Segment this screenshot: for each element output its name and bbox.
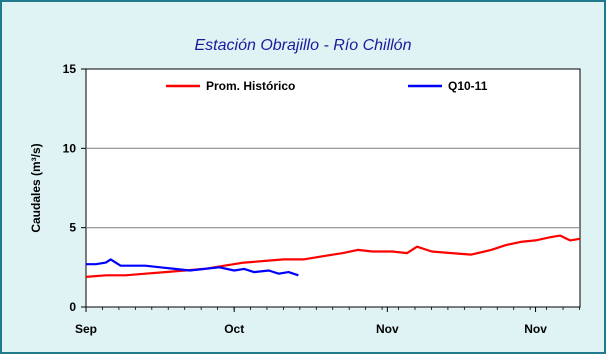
y-tick-label: 5 [69, 221, 76, 235]
y-tick-label: 15 [63, 62, 77, 76]
legend-label-2: Q10-11 [448, 79, 488, 93]
x-tick-label: Sep [75, 322, 97, 336]
y-tick-label: 10 [63, 141, 77, 155]
y-tick-label: 0 [69, 300, 76, 314]
series-line-1 [85, 234, 581, 278]
x-tick-label: Nov [524, 322, 547, 336]
plot-area [85, 68, 581, 308]
series-line-2 [86, 258, 299, 277]
y-axis-label: Caudales (m³/s) [29, 143, 43, 232]
x-tick-label: Oct [224, 322, 244, 336]
chart-title: Estación Obrajillo - Río Chillón [195, 37, 412, 54]
legend-label-1: Prom. Histórico [206, 79, 295, 93]
x-tick-label: Nov [376, 322, 399, 336]
